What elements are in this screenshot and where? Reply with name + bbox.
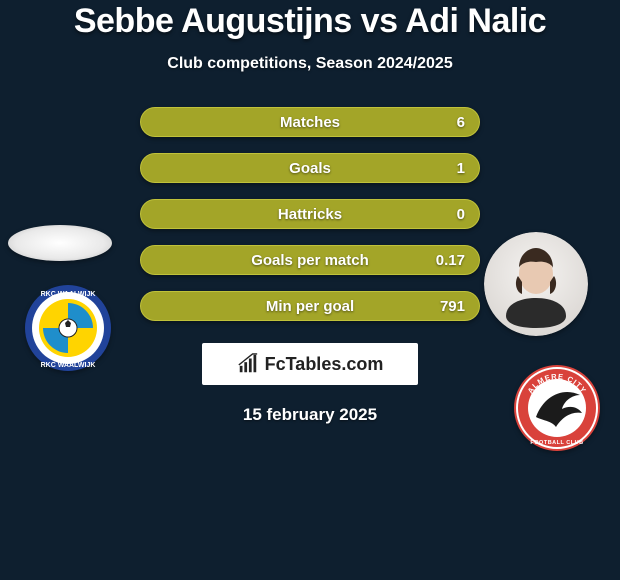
stats-bars: Matches 6 Goals 1 Hattricks 0 Goals per … <box>140 107 480 321</box>
page-title: Sebbe Augustijns vs Adi Nalic <box>0 2 620 41</box>
club-left-badge: RKC WAALWIJK RKC WAALWIJK <box>25 285 111 371</box>
stat-value: 6 <box>457 114 465 131</box>
brand-label: FcTables.com <box>265 354 384 375</box>
avatar-placeholder-icon <box>484 232 588 336</box>
club-right-badge: ALMERE CITY FOOTBALL CLUB <box>514 365 600 451</box>
chart-icon <box>237 353 259 375</box>
stat-row: Min per goal 791 <box>140 291 480 321</box>
stat-value: 791 <box>440 298 465 315</box>
stat-label: Hattricks <box>141 206 479 223</box>
page-subtitle: Club competitions, Season 2024/2025 <box>0 55 620 73</box>
stat-row: Hattricks 0 <box>140 199 480 229</box>
svg-text:FOOTBALL CLUB: FOOTBALL CLUB <box>530 440 583 446</box>
svg-text:RKC WAALWIJK: RKC WAALWIJK <box>41 291 96 298</box>
stat-label: Min per goal <box>141 298 479 315</box>
content-area: RKC WAALWIJK RKC WAALWIJK ALMERE CITY FO… <box>0 107 620 425</box>
stat-row: Goals 1 <box>140 153 480 183</box>
stat-value: 0.17 <box>436 252 465 269</box>
brand-box[interactable]: FcTables.com <box>202 343 418 385</box>
stat-label: Goals per match <box>141 252 479 269</box>
rkc-waalwijk-badge-icon: RKC WAALWIJK RKC WAALWIJK <box>25 285 111 371</box>
player-right-avatar <box>484 232 588 336</box>
stat-label: Goals <box>141 160 479 177</box>
stat-value: 0 <box>457 206 465 223</box>
comparison-card: Sebbe Augustijns vs Adi Nalic Club compe… <box>0 0 620 580</box>
stat-label: Matches <box>141 114 479 131</box>
player-left-avatar <box>8 225 112 261</box>
stat-row: Matches 6 <box>140 107 480 137</box>
svg-text:RKC WAALWIJK: RKC WAALWIJK <box>41 362 96 369</box>
almere-city-badge-icon: ALMERE CITY FOOTBALL CLUB <box>514 365 600 451</box>
stat-value: 1 <box>457 160 465 177</box>
stat-row: Goals per match 0.17 <box>140 245 480 275</box>
